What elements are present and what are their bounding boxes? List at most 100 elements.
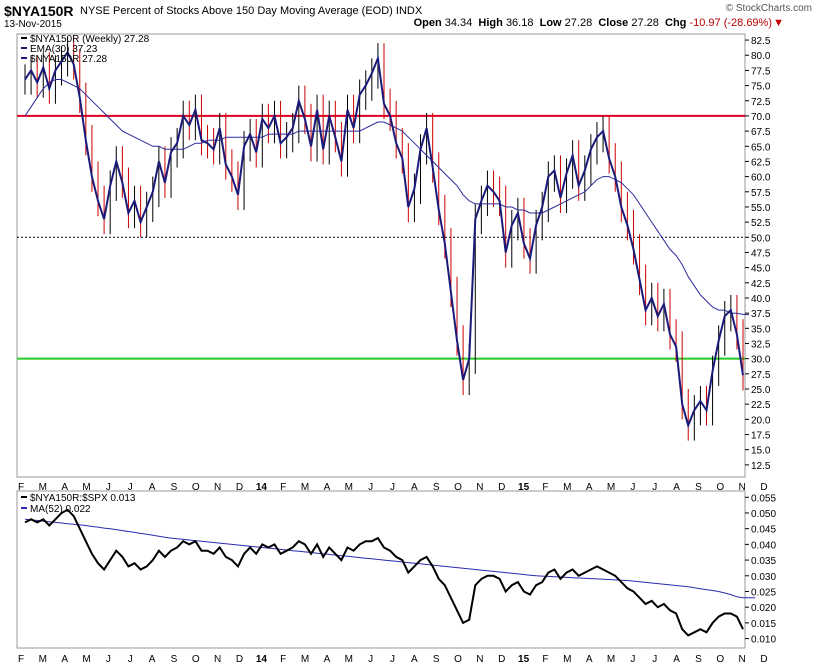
- ratio-x-tick-label: S: [171, 654, 178, 665]
- price-x-tick-label: A: [411, 482, 418, 493]
- price-y-tick-label: 55.0: [751, 203, 771, 214]
- price-x-tick-label: D: [498, 482, 505, 493]
- price-y-tick-label: 22.5: [751, 400, 771, 411]
- price-y-tick-label: 52.5: [751, 218, 771, 229]
- price-y-tick-label: 77.5: [751, 66, 771, 77]
- ratio-y-tick-label: 0.045: [751, 525, 776, 536]
- chart-description: NYSE Percent of Stocks Above 150 Day Mov…: [80, 5, 423, 17]
- price-x-tick-label: M: [82, 482, 90, 493]
- price-x-tick-label: M: [607, 482, 615, 493]
- price-x-tick-label: N: [476, 482, 483, 493]
- ratio-x-tick-label: A: [586, 654, 593, 665]
- down-arrow-icon: ▼: [773, 17, 784, 29]
- price-x-tick-label: A: [673, 482, 680, 493]
- ratio-x-tick-label: N: [476, 654, 483, 665]
- open-label: Open: [413, 17, 442, 29]
- price-y-tick-label: 17.5: [751, 431, 771, 442]
- price-y-tick-label: 42.5: [751, 279, 771, 290]
- ma52-line: [24, 518, 756, 599]
- ratio-x-tick-label: A: [61, 654, 68, 665]
- ratio-x-tick-label: 15: [518, 654, 530, 665]
- price-y-tick-label: 40.0: [751, 294, 771, 305]
- ratio-x-tick-label: N: [739, 654, 746, 665]
- price-y-tick-label: 45.0: [751, 264, 771, 275]
- price-x-tick-label: D: [236, 482, 243, 493]
- price-panel-frame: [16, 33, 746, 478]
- ratio-y-tick-label: 0.050: [751, 509, 776, 520]
- ratio-x-tick-label: M: [39, 654, 47, 665]
- brand-label: © StockCharts.com: [725, 3, 812, 14]
- ratio-panel-frame: [16, 490, 746, 649]
- ratio-x-tick-label: M: [82, 654, 90, 665]
- ratio-legend-entry: MA(52) 0.022: [30, 504, 91, 515]
- ratio-y-tick-label: 0.020: [751, 603, 776, 614]
- price-legend-entry: $NYA150R (Weekly) 27.28: [30, 34, 150, 45]
- ratio-x-tick-label: J: [128, 654, 133, 665]
- price-y-tick-label: 12.5: [751, 461, 771, 472]
- price-y-tick-label: 70.0: [751, 112, 771, 123]
- price-y-tick-label: 67.5: [751, 127, 771, 138]
- price-y-tick-label: 62.5: [751, 157, 771, 168]
- ratio-y-tick-label: 0.035: [751, 556, 776, 567]
- price-x-tick-label: J: [368, 482, 373, 493]
- ratio-x-tick-label: A: [149, 654, 156, 665]
- price-x-tick-label: 14: [256, 482, 268, 493]
- price-y-tick-label: 57.5: [751, 188, 771, 199]
- ratio-x-tick-label: S: [433, 654, 440, 665]
- price-x-tick-label: A: [586, 482, 593, 493]
- price-x-tick-label: M: [345, 482, 353, 493]
- price-y-tick-label: 80.0: [751, 51, 771, 62]
- price-x-tick-label: 15: [518, 482, 530, 493]
- price-y-tick-label: 47.5: [751, 248, 771, 259]
- price-y-tick-label: 82.5: [751, 36, 771, 47]
- price-y-tick-label: 32.5: [751, 339, 771, 350]
- ratio-x-tick-label: J: [390, 654, 395, 665]
- price-y-tick-label: 60.0: [751, 173, 771, 184]
- ratio-x-tick-label: M: [301, 654, 309, 665]
- ratio-x-tick-label: 14: [256, 654, 268, 665]
- ratio-x-tick-label: D: [498, 654, 505, 665]
- chart-symbol: $NYA150R: [4, 3, 74, 19]
- price-y-tick-label: 20.0: [751, 415, 771, 426]
- price-y-tick-label: 27.5: [751, 370, 771, 381]
- price-legend-entry: EMA(30) 37.23: [30, 44, 98, 55]
- ratio-x-tick-label: D: [760, 654, 767, 665]
- ratio-y-tick-label: 0.030: [751, 572, 776, 583]
- ratio-x-tick-label: A: [324, 654, 331, 665]
- price-y-tick-label: 35.0: [751, 324, 771, 335]
- price-y-tick-label: 15.0: [751, 446, 771, 457]
- price-x-tick-label: J: [652, 482, 657, 493]
- high-label: High: [478, 17, 503, 29]
- low-label: Low: [539, 17, 562, 29]
- ratio-x-tick-label: M: [607, 654, 615, 665]
- ratio-x-tick-label: O: [192, 654, 200, 665]
- ratio-x-tick-label: F: [542, 654, 548, 665]
- price-x-tick-label: O: [192, 482, 200, 493]
- ratio-x-tick-label: D: [236, 654, 243, 665]
- high-value: 36.18: [505, 17, 534, 29]
- chart-date: 13-Nov-2015: [4, 19, 62, 30]
- price-x-tick-label: J: [630, 482, 635, 493]
- price-x-tick-label: N: [214, 482, 221, 493]
- price-x-tick-label: J: [128, 482, 133, 493]
- price-x-tick-label: F: [280, 482, 286, 493]
- open-value: 34.34: [444, 17, 473, 29]
- ratio-y-tick-label: 0.055: [751, 493, 776, 504]
- ratio-x-tick-label: F: [18, 654, 24, 665]
- price-x-tick-label: S: [695, 482, 702, 493]
- price-line: [24, 50, 744, 429]
- price-x-tick-label: M: [563, 482, 571, 493]
- ratio-x-tick-label: N: [214, 654, 221, 665]
- price-x-tick-label: J: [106, 482, 111, 493]
- price-x-tick-label: M: [301, 482, 309, 493]
- price-legend-entry: $NYA150R 27.28: [30, 54, 108, 65]
- ratio-y-tick-label: 0.040: [751, 540, 776, 551]
- ratio-y-tick-label: 0.015: [751, 619, 776, 630]
- low-value: 27.28: [564, 17, 593, 29]
- ratio-line: [24, 508, 744, 637]
- price-x-tick-label: O: [716, 482, 724, 493]
- ratio-x-tick-label: O: [454, 654, 462, 665]
- price-x-tick-label: F: [542, 482, 548, 493]
- price-x-tick-label: A: [61, 482, 68, 493]
